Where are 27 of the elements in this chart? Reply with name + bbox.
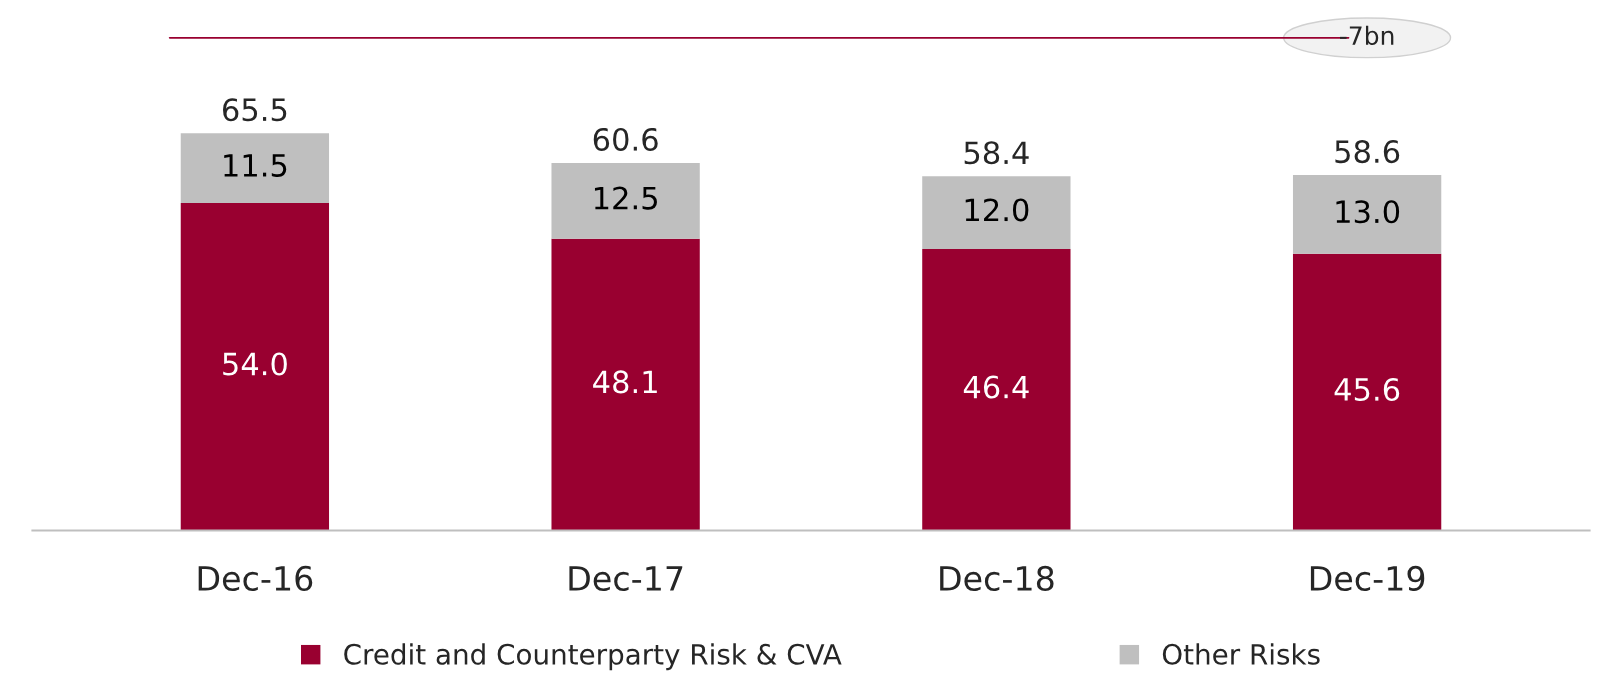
data-label: 11.5 (224, 154, 287, 177)
data-label: 54.0 (223, 352, 287, 376)
data-label: 48.1 (593, 370, 657, 394)
bar (922, 176, 1071, 250)
bar (1292, 253, 1442, 531)
data-label: 46.4 (963, 375, 1029, 399)
x-tick-label: Dec-16 (198, 565, 313, 591)
total-label: 58.4 (964, 141, 1029, 165)
data-label: 12.5 (594, 186, 657, 210)
bar (551, 162, 700, 239)
bar (922, 249, 1071, 531)
x-tick-label: Dec-18 (940, 565, 1054, 591)
data-label: 12.0 (965, 198, 1029, 222)
x-tick-label: Dec-17 (569, 566, 683, 591)
total-label: 60.6 (593, 127, 658, 151)
total-label: 58.6 (1335, 140, 1400, 164)
bar (180, 133, 330, 203)
total-label: 65.5 (223, 98, 287, 122)
bar (551, 238, 700, 531)
bar (1292, 175, 1442, 254)
legend-label: Other Risks (1162, 643, 1320, 665)
text: -7bn (1340, 25, 1394, 46)
data-label: 45.6 (1334, 377, 1400, 402)
data-label: 13.0 (1336, 200, 1400, 224)
x-tick-label: Dec-19 (1310, 565, 1425, 591)
bar (180, 202, 330, 531)
legend-label: Credit and Counterparty Risk & CVA (344, 643, 842, 671)
